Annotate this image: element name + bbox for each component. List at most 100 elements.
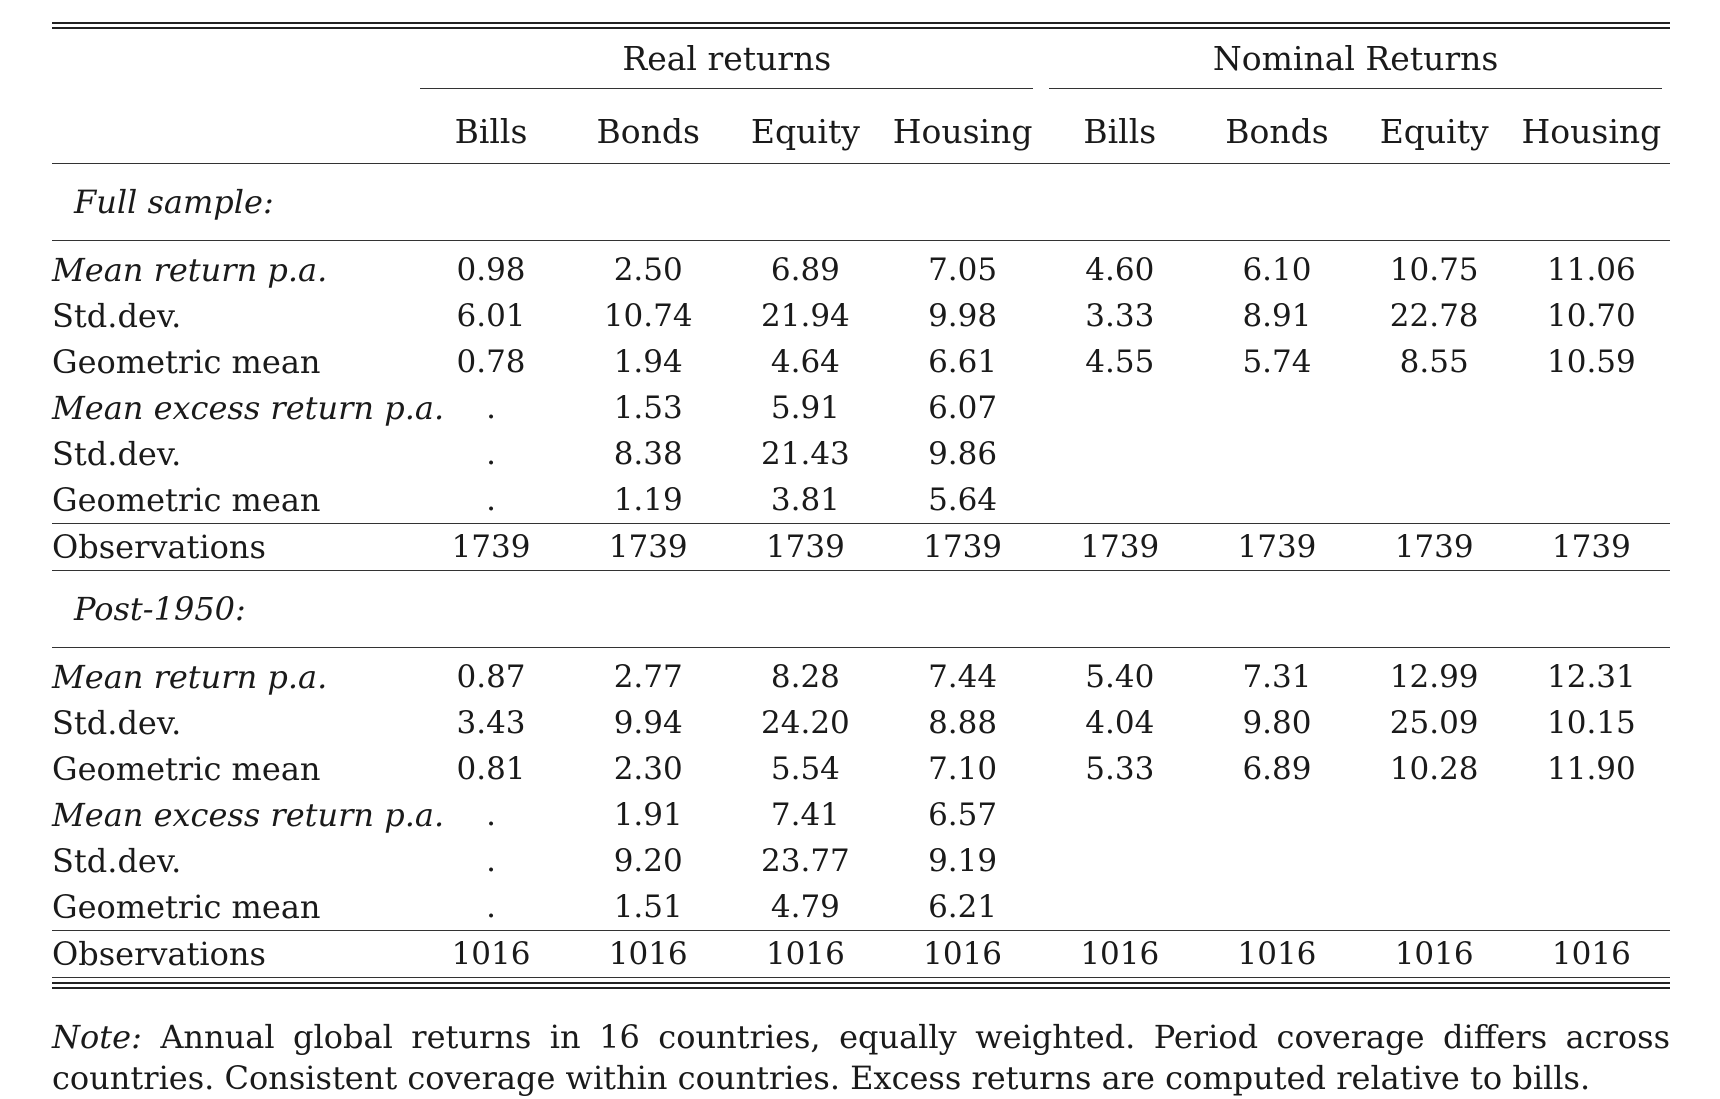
- table-cell: [1198, 477, 1355, 524]
- table-cell: [1513, 385, 1670, 431]
- table-cell: 5.54: [770, 751, 840, 787]
- table-row: Geometric mean. 1.19 3.81 5.64: [52, 477, 1670, 524]
- table-cell: 9.98: [928, 298, 998, 334]
- table-cell: 1016: [412, 930, 570, 978]
- returns-table-container: Real returns Nominal Returns Bills Bonds…: [52, 22, 1670, 989]
- table-row: Mean return p.a. 0.98 2.50 6.89 7.05 4.60 6.10…: [52, 241, 1670, 294]
- row-label: Mean excess return p.a.: [52, 389, 445, 427]
- table-cell: [1356, 385, 1513, 431]
- table-cell: 4.04: [1085, 705, 1155, 741]
- table-cell: 9.80: [1242, 705, 1312, 741]
- table-cell: [1198, 838, 1355, 884]
- table-cell: [1041, 884, 1198, 931]
- table-cell: 3.81: [770, 482, 840, 518]
- table-cell: 1.94: [613, 344, 683, 380]
- column-header-nominal-housing: Housing: [1512, 99, 1670, 164]
- table-cell: [1041, 838, 1198, 884]
- table-cell: 1739: [726, 523, 884, 571]
- top-double-rule: [52, 22, 1670, 29]
- column-header-nominal-bonds: Bonds: [1198, 99, 1356, 164]
- row-label: Geometric mean: [52, 481, 321, 519]
- table-cell: 6.21: [928, 889, 998, 925]
- section-header-row: Post-1950:: [52, 570, 1670, 648]
- table-cell: .: [486, 390, 496, 426]
- table-cell: 9.94: [613, 705, 683, 741]
- table-cell: 1739: [412, 523, 570, 571]
- table-row: Mean excess return p.a.. 1.53 5.91 6.07: [52, 385, 1670, 431]
- table-cell: .: [486, 843, 496, 879]
- table-cell: 21.43: [761, 436, 850, 472]
- table-cell: 8.28: [770, 659, 840, 695]
- table-cell: 1739: [1512, 523, 1670, 571]
- row-label: Geometric mean: [52, 750, 321, 788]
- column-header-real-bonds: Bonds: [569, 99, 727, 164]
- table-cell: 6.01: [456, 298, 526, 334]
- table-cell: 6.89: [770, 252, 840, 288]
- table-cell: [1198, 884, 1355, 931]
- table-cell: [1513, 477, 1670, 524]
- table-cell: 8.38: [613, 436, 683, 472]
- bottom-double-rule: [52, 982, 1670, 989]
- row-label: Std.dev.: [52, 297, 182, 335]
- row-label: Std.dev.: [52, 435, 182, 473]
- table-cell: 8.88: [928, 705, 998, 741]
- table-cell: 1016: [883, 930, 1042, 978]
- row-label: Mean return p.a.: [52, 251, 328, 289]
- table-cell: 0.78: [456, 344, 526, 380]
- table-cell: 21.94: [761, 298, 850, 334]
- table-cell: 4.60: [1085, 252, 1155, 288]
- table-cell: 5.91: [770, 390, 840, 426]
- table-row: Mean return p.a. 0.87 2.77 8.28 7.44 5.40 7.31…: [52, 648, 1670, 701]
- table-cell: [1513, 884, 1670, 931]
- row-label: Std.dev.: [52, 842, 182, 880]
- row-label: Geometric mean: [52, 888, 321, 926]
- table-cell: 0.98: [456, 252, 526, 288]
- table-row: Geometric mean 0.78 1.94 4.64 6.61 4.55 5.74 8.…: [52, 339, 1670, 385]
- section-title: Full sample:: [52, 163, 1670, 241]
- table-cell: 7.41: [770, 797, 840, 833]
- table-cell: 9.20: [613, 843, 683, 879]
- table-cell: 1016: [1512, 930, 1670, 978]
- table-cell: .: [486, 889, 496, 925]
- column-header-real-equity: Equity: [726, 99, 884, 164]
- table-cell: 1739: [1041, 523, 1199, 571]
- table-cell: [1041, 792, 1198, 838]
- table-cell: 25.09: [1389, 705, 1479, 741]
- note-text: Annual global returns in 16 countries, e…: [52, 1018, 1671, 1097]
- table-cell: 5.64: [928, 482, 998, 518]
- table-cell: 7.31: [1242, 659, 1312, 695]
- table-cell: [1041, 431, 1198, 477]
- table-cell: 9.86: [928, 436, 998, 472]
- column-header-nominal-bills: Bills: [1041, 99, 1199, 164]
- row-label: Mean return p.a.: [52, 658, 328, 696]
- table-row: Geometric mean. 1.51 4.79 6.21: [52, 884, 1670, 931]
- table-row: Std.dev.. 9.20 23.77 9.19: [52, 838, 1670, 884]
- table-cell: 10.15: [1547, 705, 1636, 741]
- table-cell: 1.91: [613, 797, 683, 833]
- group-header-real-returns: Real returns: [412, 29, 1041, 99]
- table-cell: [1198, 385, 1355, 431]
- table-cell: 4.79: [770, 889, 840, 925]
- table-cell: 2.50: [613, 252, 683, 288]
- table-cell: 7.05: [928, 252, 998, 288]
- table-cell: 10.59: [1547, 344, 1636, 380]
- table-row: Std.dev.. 8.38 21.43 9.86: [52, 431, 1670, 477]
- table-cell: 1016: [1041, 930, 1199, 978]
- table-cell: [1041, 477, 1198, 524]
- table-cell: 12.31: [1547, 659, 1636, 695]
- row-label: Observations: [52, 930, 413, 978]
- table-cell: 7.44: [928, 659, 998, 695]
- column-header-real-bills: Bills: [412, 99, 570, 164]
- table-cell: 3.43: [456, 705, 526, 741]
- observations-row: Observations 1016 1016 1016 1016 1016 1016 1016…: [52, 930, 1670, 978]
- table-cell: 5.74: [1242, 344, 1312, 380]
- table-cell: 1.19: [613, 482, 683, 518]
- column-header-real-housing: Housing: [883, 99, 1042, 164]
- table-cell: [1356, 431, 1513, 477]
- table-body: Full sample: Mean return p.a. 0.98 2.50 6.89…: [52, 163, 1670, 978]
- table-cell: [1198, 431, 1355, 477]
- table-note: Note: Annual global returns in 16 countr…: [52, 1017, 1670, 1099]
- group-header-empty: [52, 29, 412, 99]
- table-cell: 22.78: [1389, 298, 1479, 334]
- table-cell: 1016: [569, 930, 727, 978]
